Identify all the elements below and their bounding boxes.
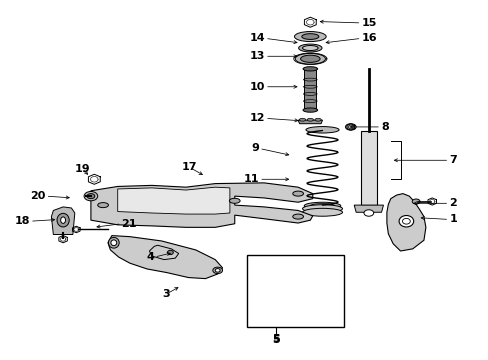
Polygon shape — [91, 183, 312, 227]
Bar — [246, 255, 344, 327]
Polygon shape — [360, 131, 376, 205]
Text: 14: 14 — [249, 33, 264, 43]
Ellipse shape — [314, 118, 321, 121]
Ellipse shape — [274, 309, 287, 318]
Text: 13: 13 — [249, 51, 264, 61]
Text: 21: 21 — [122, 219, 137, 229]
Ellipse shape — [302, 45, 318, 50]
Ellipse shape — [215, 269, 220, 272]
Text: 6: 6 — [307, 265, 315, 275]
Ellipse shape — [229, 198, 240, 203]
Ellipse shape — [167, 250, 173, 255]
Ellipse shape — [212, 267, 222, 274]
Ellipse shape — [300, 55, 320, 62]
Text: 18: 18 — [15, 216, 30, 226]
Polygon shape — [118, 187, 229, 214]
Ellipse shape — [277, 311, 284, 316]
Ellipse shape — [294, 32, 325, 41]
Text: 7: 7 — [448, 155, 456, 165]
Text: 5: 5 — [272, 334, 280, 345]
Ellipse shape — [87, 194, 95, 199]
Ellipse shape — [345, 124, 355, 130]
Ellipse shape — [398, 216, 413, 227]
Ellipse shape — [276, 268, 285, 271]
Text: 16: 16 — [361, 33, 376, 43]
Text: 1: 1 — [448, 215, 456, 224]
Text: 12: 12 — [249, 113, 264, 123]
Polygon shape — [304, 69, 316, 110]
Ellipse shape — [299, 118, 305, 121]
Text: 20: 20 — [30, 191, 45, 201]
Ellipse shape — [310, 204, 334, 208]
Text: 8: 8 — [380, 122, 388, 132]
Text: 5: 5 — [272, 333, 280, 343]
Ellipse shape — [292, 191, 303, 196]
Text: 9: 9 — [251, 143, 259, 153]
Polygon shape — [298, 120, 322, 124]
Ellipse shape — [363, 210, 373, 216]
Ellipse shape — [301, 34, 318, 40]
Ellipse shape — [302, 205, 342, 213]
Text: 10: 10 — [249, 82, 264, 92]
Ellipse shape — [84, 192, 98, 201]
Polygon shape — [149, 245, 178, 260]
Text: 17: 17 — [182, 162, 197, 172]
Ellipse shape — [61, 217, 65, 224]
Ellipse shape — [305, 127, 338, 133]
Ellipse shape — [304, 202, 340, 210]
Ellipse shape — [411, 199, 419, 204]
Ellipse shape — [98, 203, 108, 208]
Ellipse shape — [295, 53, 325, 64]
Polygon shape — [386, 194, 425, 251]
Polygon shape — [267, 295, 294, 313]
Text: 3: 3 — [163, 289, 170, 299]
Text: 11: 11 — [243, 174, 259, 184]
Text: 15: 15 — [361, 18, 376, 28]
Text: 19: 19 — [75, 163, 90, 174]
Ellipse shape — [298, 44, 322, 52]
Ellipse shape — [292, 214, 303, 219]
Polygon shape — [108, 235, 222, 279]
Ellipse shape — [302, 208, 342, 216]
Text: 2: 2 — [448, 198, 456, 208]
Ellipse shape — [108, 237, 119, 248]
Text: 4: 4 — [146, 252, 154, 262]
Ellipse shape — [303, 108, 317, 112]
Polygon shape — [353, 205, 383, 212]
Ellipse shape — [402, 219, 409, 224]
Ellipse shape — [303, 67, 317, 71]
Ellipse shape — [306, 118, 313, 121]
Polygon shape — [51, 207, 75, 234]
Ellipse shape — [57, 213, 69, 227]
Ellipse shape — [111, 240, 117, 246]
